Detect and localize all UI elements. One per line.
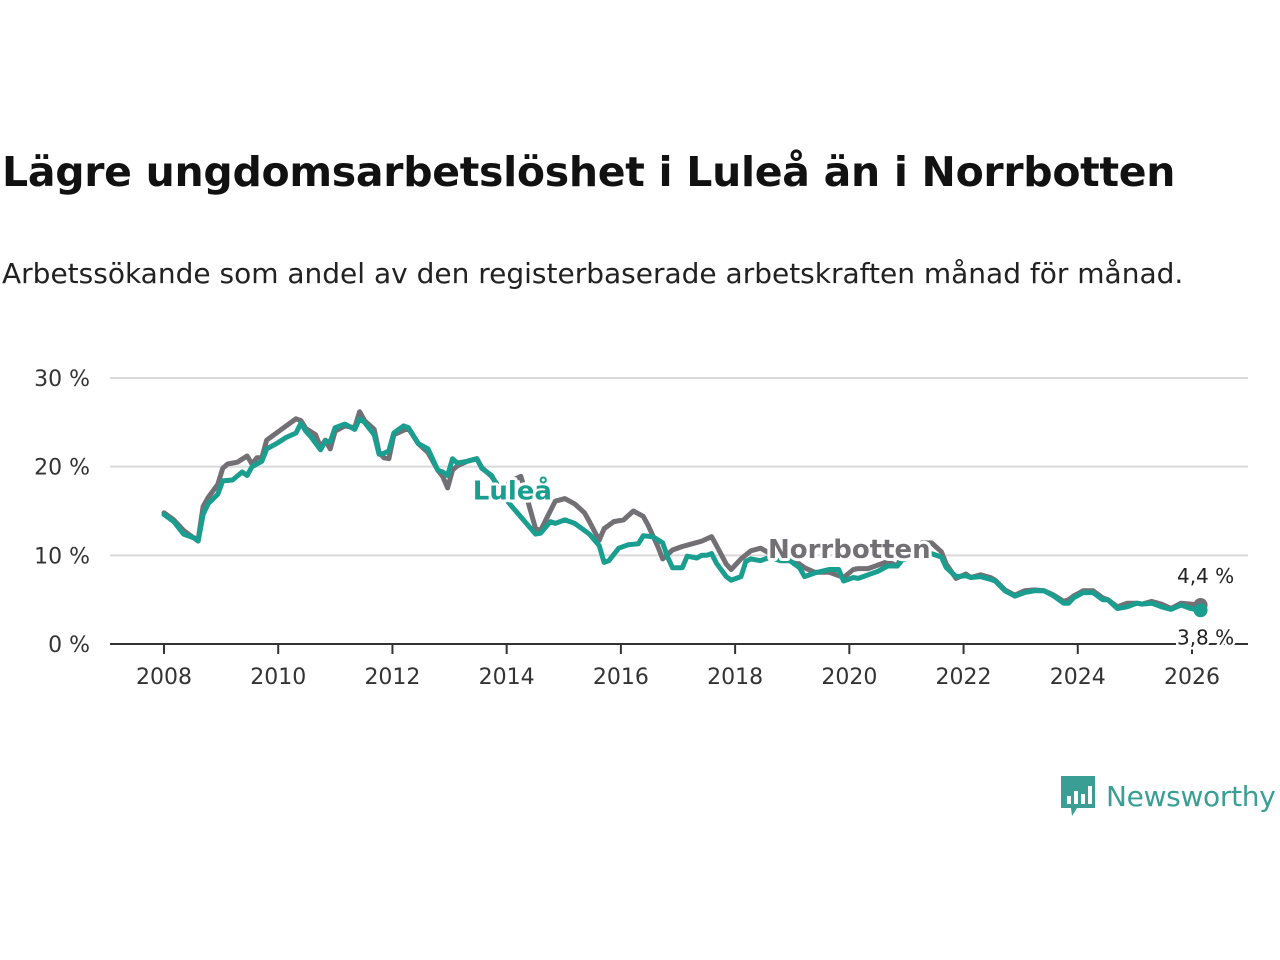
y-tick-label: 10 %	[34, 544, 90, 569]
end-value-label: 3,8 %	[1177, 625, 1234, 649]
x-tick-label: 2022	[936, 665, 992, 690]
y-tick-label: 30 %	[34, 367, 90, 392]
end-point-lulea	[1193, 603, 1208, 618]
x-tick-label: 2010	[250, 665, 306, 690]
chart-title: Lägre ungdomsarbetslöshet i Luleå än i N…	[2, 148, 1176, 196]
series-label: Luleå	[473, 474, 552, 506]
series-label: Norrbotten	[768, 535, 931, 565]
y-tick-label: 20 %	[34, 456, 90, 481]
x-tick-label: 2026	[1164, 665, 1220, 690]
x-tick-label: 2008	[136, 665, 192, 690]
newsworthy-logo-icon	[1061, 776, 1095, 816]
x-tick-label: 2016	[593, 665, 649, 690]
series-lines	[161, 409, 1208, 618]
end-value-label: 4,4 %	[1177, 564, 1234, 588]
newsworthy-logo: Newsworthy	[1058, 774, 1276, 818]
series-line-norrbotten	[161, 409, 1204, 611]
x-tick-label: 2014	[479, 665, 535, 690]
grid	[110, 377, 1248, 557]
y-axis: 0 % 10 % 20 % 30 %	[34, 367, 90, 658]
chart-subtitle: Arbetssökande som andel av den registerb…	[2, 257, 1184, 290]
x-tick-label: 2024	[1050, 665, 1106, 690]
x-tick-label: 2018	[707, 665, 763, 690]
series-labels: Luleå Norrbotten 4,4 % 3,8 %	[470, 471, 1237, 651]
y-tick-label: 0 %	[48, 633, 90, 658]
x-tick-label: 2020	[821, 665, 877, 690]
series-line-lulea	[161, 416, 1204, 613]
x-tick-label: 2012	[364, 665, 420, 690]
brand-name: Newsworthy	[1106, 779, 1276, 813]
x-axis	[110, 643, 1248, 654]
x-tick-labels: 2008 2010 2012 2014 2016 2018 2020 2022 2024 2026	[136, 665, 1220, 690]
